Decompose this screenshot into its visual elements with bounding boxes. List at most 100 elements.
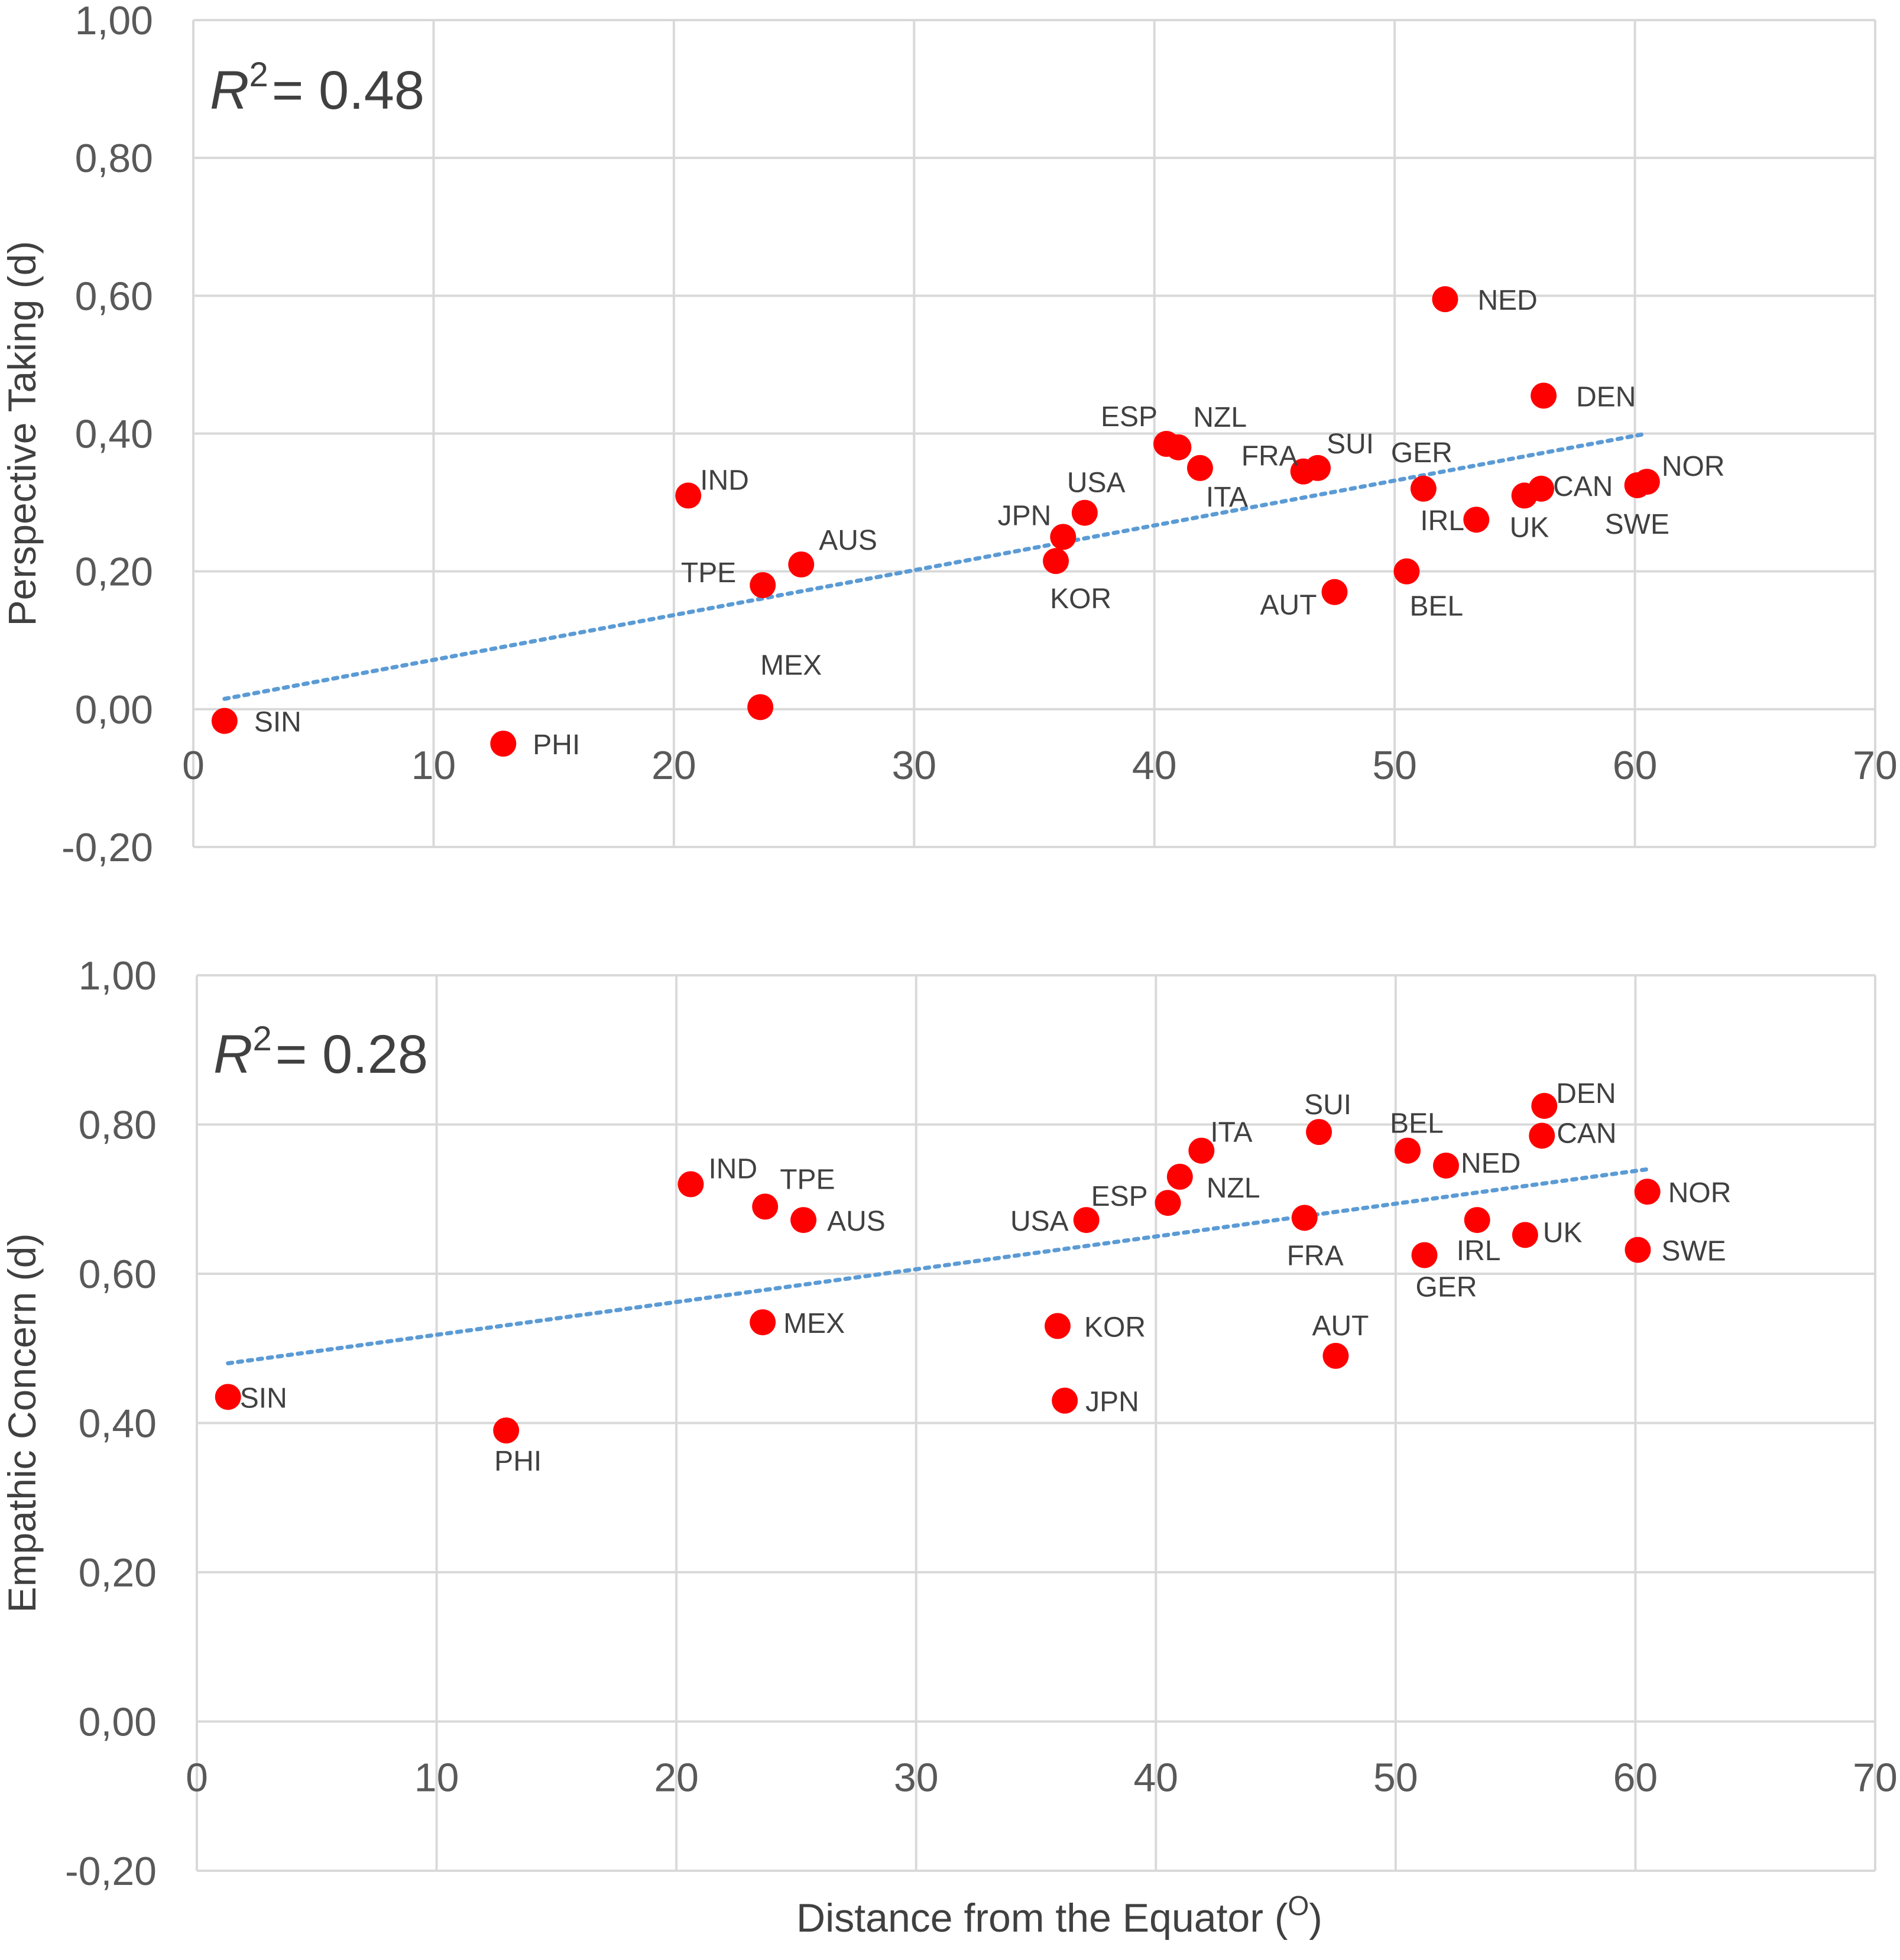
data-point-nor bbox=[1633, 469, 1660, 495]
x-tick-label: 30 bbox=[894, 1755, 939, 1800]
data-point-ned bbox=[1433, 1152, 1460, 1179]
point-label-sin: SIN bbox=[240, 1383, 287, 1414]
y-tick-label: -0,20 bbox=[61, 825, 153, 870]
point-label-uk: UK bbox=[1510, 512, 1549, 543]
point-label-nor: NOR bbox=[1668, 1177, 1732, 1209]
data-point-ger bbox=[1410, 475, 1437, 502]
point-label-ind: IND bbox=[700, 465, 749, 496]
y-tick-label: 0,00 bbox=[75, 687, 153, 732]
data-point-aus bbox=[788, 551, 815, 578]
x-tick-label: 10 bbox=[414, 1755, 459, 1800]
data-point-den bbox=[1531, 1092, 1558, 1119]
data-point-sui bbox=[1305, 455, 1331, 481]
point-label-fra: FRA bbox=[1287, 1240, 1344, 1271]
data-point-ita bbox=[1188, 1137, 1215, 1164]
point-label-kor: KOR bbox=[1084, 1312, 1146, 1343]
data-point-den bbox=[1531, 382, 1557, 409]
point-label-ger: GER bbox=[1416, 1271, 1477, 1303]
point-label-mex: MEX bbox=[760, 650, 822, 681]
data-point-jpn bbox=[1052, 1387, 1078, 1414]
y-axis-title: Empathic Concern (d) bbox=[0, 1234, 44, 1613]
point-label-kor: KOR bbox=[1050, 583, 1111, 615]
point-label-tpe: TPE bbox=[681, 557, 736, 589]
point-label-usa: USA bbox=[1067, 468, 1126, 499]
x-tick-label: 0 bbox=[186, 1755, 208, 1800]
point-label-sin: SIN bbox=[254, 707, 301, 738]
point-label-aus: AUS bbox=[827, 1206, 886, 1237]
point-label-bel: BEL bbox=[1390, 1108, 1444, 1140]
data-point-kor bbox=[1043, 548, 1069, 575]
y-tick-label: 1,00 bbox=[79, 953, 157, 998]
r-squared-annotation: R2= 0.28 bbox=[213, 1020, 428, 1085]
point-label-ned: NED bbox=[1461, 1148, 1520, 1179]
y-tick-label: 0,20 bbox=[75, 550, 153, 595]
data-point-ita bbox=[1186, 455, 1213, 481]
point-label-ita: ITA bbox=[1210, 1117, 1252, 1148]
point-label-bel: BEL bbox=[1409, 591, 1463, 622]
point-label-irl: IRL bbox=[1420, 505, 1464, 537]
point-label-nzl: NZL bbox=[1207, 1173, 1260, 1204]
data-point-esp bbox=[1155, 1190, 1181, 1216]
point-label-aut: AUT bbox=[1312, 1310, 1369, 1342]
data-point-sui bbox=[1306, 1119, 1332, 1146]
data-point-can bbox=[1529, 1122, 1555, 1149]
point-label-jpn: JPN bbox=[998, 500, 1052, 531]
data-point-can bbox=[1528, 475, 1555, 502]
data-point-tpe bbox=[752, 1193, 779, 1220]
data-point-sin bbox=[215, 1384, 241, 1410]
data-point-ind bbox=[675, 482, 702, 509]
data-point-bel bbox=[1395, 1137, 1421, 1164]
point-label-can: CAN bbox=[1557, 1118, 1616, 1149]
point-label-esp: ESP bbox=[1101, 401, 1157, 433]
point-label-phi: PHI bbox=[533, 729, 580, 761]
point-label-mex: MEX bbox=[783, 1308, 845, 1339]
trendline bbox=[222, 431, 1649, 701]
x-tick-label: 20 bbox=[651, 743, 696, 788]
point-label-den: DEN bbox=[1576, 381, 1636, 413]
point-label-usa: USA bbox=[1010, 1206, 1069, 1237]
point-label-jpn: JPN bbox=[1085, 1387, 1139, 1418]
point-label-ind: IND bbox=[708, 1154, 757, 1185]
y-tick-label: 0,40 bbox=[75, 412, 153, 457]
y-tick-label: 0,00 bbox=[79, 1700, 157, 1745]
point-label-irl: IRL bbox=[1457, 1235, 1501, 1267]
x-tick-label: 70 bbox=[1853, 1755, 1898, 1800]
x-axis-title: Distance from the Equator (O) bbox=[796, 1890, 1322, 1940]
point-label-sui: SUI bbox=[1327, 429, 1374, 460]
data-point-usa bbox=[1073, 1207, 1100, 1234]
point-label-aut: AUT bbox=[1260, 590, 1317, 621]
y-tick-label: 1,00 bbox=[75, 0, 153, 43]
x-tick-label: 0 bbox=[182, 743, 205, 788]
point-label-tpe: TPE bbox=[780, 1164, 835, 1195]
data-point-sin bbox=[211, 708, 238, 734]
data-point-mex bbox=[750, 1309, 776, 1336]
x-tick-label: 40 bbox=[1133, 1755, 1178, 1800]
perspective-taking-panel: -0,20 0,00 0,20 0,40 0,60 0,80 1,00 0 10 20 30 40 50… bbox=[0, 0, 1898, 870]
x-tick-label: 20 bbox=[654, 1755, 699, 1800]
x-tick-label: 60 bbox=[1613, 1755, 1658, 1800]
data-point-phi bbox=[490, 731, 517, 757]
y-tick-label: 0,60 bbox=[75, 274, 153, 319]
point-label-ned: NED bbox=[1477, 285, 1537, 316]
data-point-aus bbox=[790, 1207, 817, 1234]
data-point-mex bbox=[747, 694, 774, 721]
data-point-ger bbox=[1411, 1242, 1438, 1268]
data-point-irl bbox=[1463, 507, 1490, 533]
data-point-usa bbox=[1071, 499, 1098, 526]
point-label-uk: UK bbox=[1543, 1217, 1583, 1248]
x-tick-label: 50 bbox=[1373, 1755, 1418, 1800]
point-label-swe: SWE bbox=[1661, 1236, 1726, 1267]
data-point-tpe bbox=[750, 572, 776, 598]
point-label-can: CAN bbox=[1553, 471, 1613, 502]
trendline bbox=[226, 1167, 1650, 1365]
x-tick-label: 10 bbox=[411, 743, 456, 788]
data-point-ind bbox=[677, 1171, 704, 1198]
point-label-swe: SWE bbox=[1605, 509, 1669, 540]
data-point-phi bbox=[493, 1417, 520, 1444]
point-label-ger: GER bbox=[1391, 437, 1452, 469]
data-point-nzl bbox=[1165, 434, 1192, 460]
data-point-swe bbox=[1625, 1237, 1651, 1263]
point-label-nor: NOR bbox=[1662, 451, 1725, 482]
y-tick-label: -0,20 bbox=[65, 1849, 157, 1894]
